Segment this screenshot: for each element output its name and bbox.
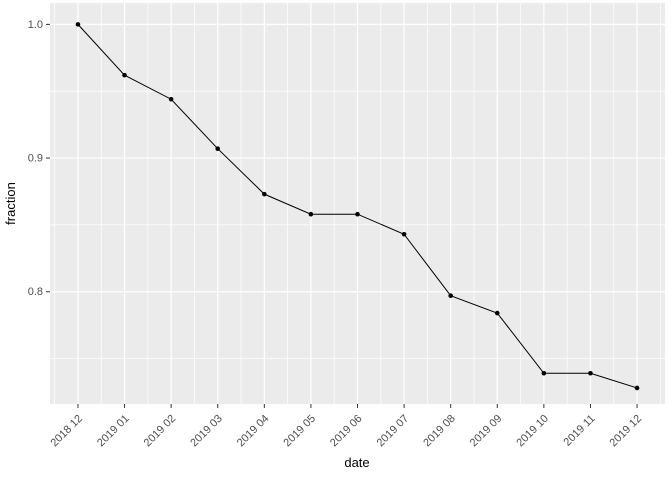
data-point <box>168 96 174 102</box>
x-tick-label: 2019 09 <box>468 413 505 450</box>
data-point <box>215 146 221 151</box>
y-axis-title: fraction <box>3 182 18 225</box>
x-tick-label: 2019 03 <box>188 413 225 450</box>
x-tick-label: 2019 08 <box>421 413 458 450</box>
data-point <box>355 211 360 217</box>
x-tick-label: 2018 12 <box>48 413 85 450</box>
x-tick-label: 2019 06 <box>328 413 365 450</box>
x-tick-label: 2019 04 <box>235 413 272 450</box>
x-axis-title: date <box>344 455 369 470</box>
data-point <box>308 211 314 217</box>
y-tick-label: 1.0 <box>28 19 43 31</box>
y-tick-label: 0.9 <box>28 153 43 165</box>
data-point <box>448 293 453 299</box>
x-tick-label: 2019 10 <box>514 413 551 450</box>
chart-plot-area: 1.0 0.9 0.8 2018 12 2019 01 2019 02 2019 03 201… <box>28 3 665 449</box>
x-tick-label: 2019 05 <box>281 413 318 450</box>
data-point <box>541 370 547 376</box>
x-tick-label: 2019 01 <box>95 413 132 450</box>
y-tick-label: 0.8 <box>28 286 43 298</box>
x-tick-label: 2019 12 <box>608 413 645 450</box>
data-point <box>588 370 593 376</box>
data-point <box>634 385 640 391</box>
x-tick-label: 2019 11 <box>562 413 598 449</box>
x-tick-label: 2019 02 <box>142 413 179 450</box>
data-point <box>122 72 127 78</box>
data-point <box>401 231 407 237</box>
data-point <box>494 310 500 316</box>
x-tick-label: 2019 07 <box>375 413 412 450</box>
data-point <box>75 22 81 27</box>
data-point <box>262 191 267 197</box>
